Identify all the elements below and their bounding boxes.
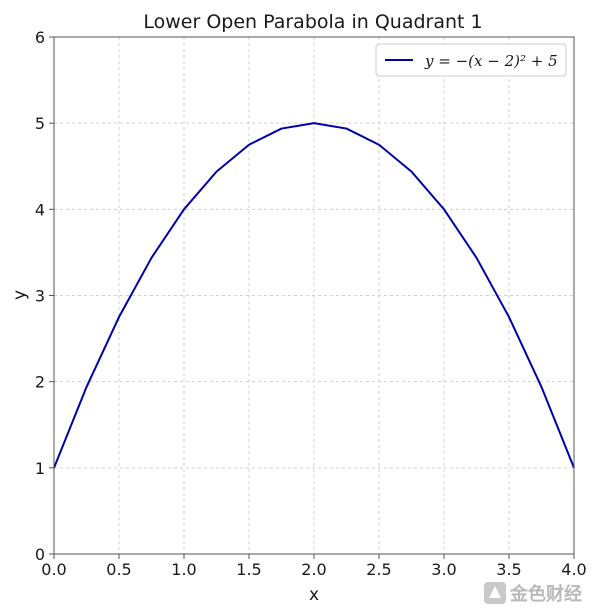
legend-box <box>375 43 567 77</box>
y-tick-label: 3 <box>35 287 45 306</box>
x-axis-label: x <box>309 585 319 605</box>
y-tick-label: 0 <box>35 545 45 564</box>
y-tick-label: 1 <box>35 459 45 478</box>
x-tick-label: 1.5 <box>236 560 261 579</box>
watermark: 金色财经 <box>484 582 582 605</box>
x-tick-label: 4.0 <box>561 560 586 579</box>
watermark-text: 金色财经 <box>509 583 582 605</box>
y-tick-label: 2 <box>35 373 45 392</box>
y-tick-label: 4 <box>35 200 45 219</box>
y-tick-label: 5 <box>35 114 45 133</box>
legend-label: y = −(x − 2)² + 5 <box>424 52 558 70</box>
chart-title: Lower Open Parabola in Quadrant 1 <box>143 11 482 33</box>
legend: y = −(x − 2)² + 5 <box>375 43 567 77</box>
jinse-logo-icon <box>484 582 506 604</box>
grid <box>53 36 575 555</box>
y-axis-label: y <box>10 290 30 300</box>
x-tick-label: 0.0 <box>41 560 66 579</box>
x-tick-label: 3.0 <box>431 560 456 579</box>
x-tick-label: 3.5 <box>496 560 521 579</box>
x-tick-label: 2.0 <box>301 560 326 579</box>
x-tick-label: 0.5 <box>106 560 131 579</box>
ticks: 0.0 0.5 1.0 1.5 2.0 2.5 3.0 3.5 4.0 0 1 2 3 4 5 6 <box>35 28 587 579</box>
x-tick-label: 1.0 <box>171 560 196 579</box>
y-tick-label: 6 <box>35 28 45 47</box>
x-tick-label: 2.5 <box>366 560 391 579</box>
plot-frame <box>53 36 575 555</box>
